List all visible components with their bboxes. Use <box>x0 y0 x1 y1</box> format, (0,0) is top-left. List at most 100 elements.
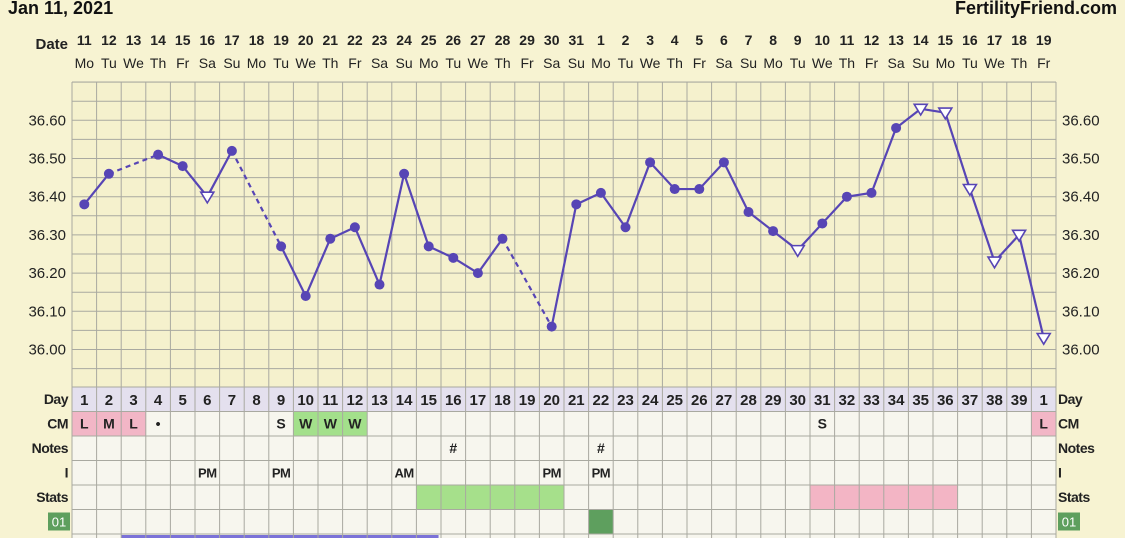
cycle-day-number: 13 <box>371 392 388 409</box>
weekday: We <box>984 55 1005 71</box>
box-label-left: 01 <box>52 515 66 530</box>
cm-row-label-left: CM <box>47 416 68 432</box>
temperature-line <box>649 161 676 190</box>
cycle-day-number: 29 <box>765 392 782 409</box>
temperature-point <box>349 222 360 233</box>
temperature-point <box>276 241 287 252</box>
temperature-line <box>550 204 578 327</box>
weekday: We <box>640 55 661 71</box>
cycle-day-number: 28 <box>740 392 757 409</box>
weekday: We <box>295 55 316 71</box>
temperature-point <box>497 233 508 244</box>
cycle-day-number: 37 <box>962 392 979 409</box>
temperature-point-open <box>789 244 806 258</box>
weekday: Th <box>1011 55 1027 71</box>
date-number: 25 <box>421 32 437 48</box>
weekday: Mo <box>247 55 267 71</box>
cm-mark: • <box>156 416 161 432</box>
date-number: 10 <box>815 32 831 48</box>
cm-cell <box>72 411 97 436</box>
temperature-point <box>669 184 680 195</box>
stats-cell-luteal <box>834 485 860 510</box>
weekday: Th <box>839 55 855 71</box>
cycle-day-number: 9 <box>277 392 285 409</box>
cycle-day-number: 36 <box>937 392 954 409</box>
cm-mark: L <box>1039 416 1048 432</box>
temperature-line-dashed <box>501 238 553 328</box>
cycle-day-number: 39 <box>1011 392 1028 409</box>
y-tick-label-left: 36.20 <box>28 265 66 282</box>
box-cell <box>588 509 614 534</box>
temperature-line <box>83 173 110 206</box>
temperature-point <box>841 191 852 202</box>
intercourse-row-label-right: I <box>1058 465 1061 481</box>
weekday: Su <box>568 55 585 71</box>
temperature-point-open <box>199 191 216 205</box>
cm-row-label-right: CM <box>1058 416 1079 432</box>
cycle-day-number: 22 <box>593 392 610 409</box>
temperature-point <box>448 252 459 263</box>
temperature-point <box>103 168 114 179</box>
brand-name[interactable]: FertilityFriend.com <box>954 0 1117 18</box>
weekday: Sa <box>715 55 732 71</box>
cycle-start-date: Jan 11, 2021 <box>8 0 114 18</box>
date-number: 16 <box>962 32 978 48</box>
box-label-left-bg <box>48 512 70 531</box>
weekday: Mo <box>936 55 956 71</box>
date-number: 18 <box>249 32 265 48</box>
weekday: Mo <box>75 55 95 71</box>
temperature-point <box>645 157 656 168</box>
temperature-line <box>403 173 430 247</box>
date-number: 19 <box>273 32 289 48</box>
date-number: 19 <box>1036 32 1052 48</box>
temperature-point <box>79 199 90 210</box>
y-tick-label-right: 36.30 <box>1062 227 1100 244</box>
stats-cell-luteal <box>908 485 933 510</box>
temperature-line <box>747 211 774 232</box>
date-number: 17 <box>224 32 240 48</box>
cycle-day-number: 1 <box>80 392 88 409</box>
weekday: Tu <box>790 55 806 71</box>
weekday: Sa <box>888 55 905 71</box>
cycle-day-number: 15 <box>420 392 437 409</box>
intercourse-mark: PM <box>198 466 217 481</box>
y-tick-label-left: 36.10 <box>28 303 66 320</box>
date-number: 15 <box>175 32 191 48</box>
date-number: 28 <box>495 32 511 48</box>
date-number: 8 <box>769 32 777 48</box>
weekday: Tu <box>273 55 289 71</box>
date-number: 15 <box>938 32 954 48</box>
date-number: 11 <box>839 32 854 48</box>
box-label-right-bg <box>1058 512 1080 531</box>
cycle-day-number: 33 <box>863 392 880 409</box>
cycle-day-number: 23 <box>617 392 634 409</box>
temperature-line <box>477 238 504 274</box>
date-number: 21 <box>323 32 339 48</box>
date-number: 14 <box>150 32 166 48</box>
temperature-point-open <box>1035 332 1052 346</box>
cycle-day-number: 4 <box>154 392 163 409</box>
cm-mark: L <box>80 416 89 432</box>
temperature-line <box>304 238 332 297</box>
date-number: 2 <box>622 32 630 48</box>
weekday: Mo <box>591 55 611 71</box>
intercourse-row-label-left: I <box>65 465 68 481</box>
stats-cell-fertile <box>490 485 515 510</box>
cm-cell <box>318 411 343 436</box>
y-tick-label-right: 36.20 <box>1062 265 1100 282</box>
weekday: Tu <box>445 55 461 71</box>
date-number: 5 <box>695 32 703 48</box>
intercourse-mark: PM <box>542 466 561 481</box>
temperature-point <box>866 187 877 198</box>
weekday: Tu <box>962 55 978 71</box>
notes-row-label-left: Notes <box>32 440 69 456</box>
cycle-day-number: 35 <box>912 392 929 409</box>
temperature-line <box>353 226 381 285</box>
date-number: 4 <box>671 32 679 48</box>
y-tick-label-left: 36.40 <box>28 189 66 206</box>
date-number: 27 <box>470 32 486 48</box>
date-number: 13 <box>888 32 904 48</box>
temperature-line <box>895 107 922 129</box>
cycle-day-number: 19 <box>519 392 536 409</box>
